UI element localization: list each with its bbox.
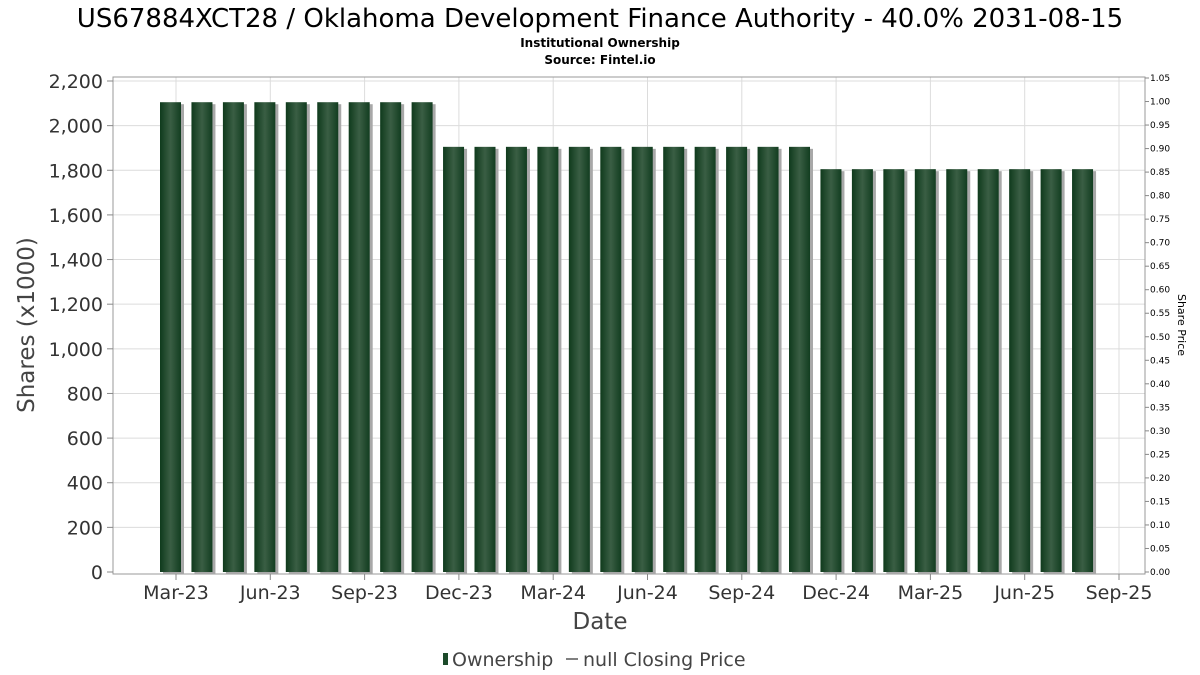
y-tick-label: 1,400	[49, 250, 103, 272]
y2-tick-label: 1.00	[1150, 98, 1170, 108]
y-tick-label: 400	[67, 473, 103, 495]
y2-tick-label: 0.30	[1150, 427, 1170, 437]
legend-ownership-swatch	[443, 653, 448, 665]
y2-tick-label: 0.70	[1150, 239, 1170, 249]
ownership-bar	[757, 146, 779, 573]
ownership-bar	[443, 146, 465, 573]
ownership-bar	[380, 102, 402, 572]
x-tick-label: Sep-24	[708, 582, 775, 604]
x-tick-label: Dec-23	[425, 582, 493, 604]
chart-subtitle-2: Source: Fintel.io	[544, 53, 655, 67]
ownership-bar	[600, 146, 622, 573]
y2-tick-label: 0.90	[1150, 145, 1170, 155]
chart-subtitle-1: Institutional Ownership	[520, 36, 680, 50]
ownership-bar	[317, 102, 339, 572]
ownership-bar	[505, 146, 527, 573]
ownership-bar	[254, 102, 276, 572]
y2-axis-ticks: 0.00 0.05 0.10 0.15 0.20 0.25 0.30 0.35 0.40 0.45…	[1145, 74, 1170, 578]
x-tick-label: Mar-25	[898, 582, 964, 604]
y-tick-label: 200	[67, 517, 103, 539]
ownership-bar	[883, 169, 905, 573]
y2-tick-label: 0.20	[1150, 474, 1170, 484]
y2-tick-label: 0.05	[1150, 544, 1170, 554]
ownership-bar	[663, 146, 685, 573]
ownership-bar	[631, 146, 653, 573]
y2-tick-label: 0.95	[1150, 121, 1170, 131]
y2-tick-label: 0.60	[1150, 286, 1170, 296]
ownership-bar	[222, 102, 244, 572]
y-tick-label: 2,200	[49, 71, 103, 93]
y2-tick-label: 0.85	[1150, 168, 1170, 178]
x-axis-label: Date	[573, 609, 628, 635]
x-axis-ticks: Mar-23 Jun-23 Sep-23 Dec-23 Mar-24 Jun-24 Sep-…	[143, 574, 1152, 604]
y2-tick-label: 0.55	[1150, 309, 1170, 319]
bars	[160, 102, 1097, 575]
y-tick-label: 0	[91, 562, 103, 584]
y2-tick-label: 0.10	[1150, 521, 1170, 531]
legend: Ownership null Closing Price	[443, 649, 746, 671]
ownership-bar	[160, 102, 181, 572]
ownership-bar	[1040, 169, 1062, 573]
y-tick-label: 600	[67, 428, 103, 450]
ownership-bar	[977, 169, 999, 573]
ownership-bar	[914, 169, 936, 573]
ownership-bar	[537, 146, 559, 573]
ownership-bar	[1009, 169, 1031, 573]
y-tick-label: 2,000	[49, 116, 103, 138]
y2-tick-label: 0.75	[1150, 215, 1170, 225]
x-tick-label: Jun-24	[616, 582, 678, 604]
legend-ownership-label: Ownership	[452, 649, 553, 671]
y-tick-label: 1,800	[49, 160, 103, 182]
y-tick-label: 1,600	[49, 205, 103, 227]
x-tick-label: Jun-25	[993, 582, 1055, 604]
y-tick-label: 1,200	[49, 294, 103, 316]
y2-tick-label: 1.05	[1150, 74, 1170, 84]
ownership-bar	[1072, 169, 1094, 573]
ownership-bar	[694, 146, 716, 573]
ownership-bar	[568, 146, 590, 573]
ownership-bar	[285, 102, 307, 572]
ownership-bar	[820, 169, 842, 573]
chart-title: US67884XCT28 / Oklahoma Development Fina…	[77, 4, 1123, 34]
y2-tick-label: 0.25	[1150, 450, 1170, 460]
ownership-bar	[411, 102, 433, 572]
ownership-bar	[474, 146, 496, 573]
ownership-bar	[789, 146, 810, 573]
legend-price-label: null Closing Price	[583, 649, 746, 671]
ownership-bar	[726, 146, 748, 573]
x-tick-label: Dec-24	[802, 582, 870, 604]
y2-tick-label: 0.40	[1150, 380, 1170, 390]
y-axis-label: Shares (x1000)	[14, 237, 40, 413]
ownership-bar	[348, 102, 370, 572]
x-tick-label: Sep-23	[331, 582, 398, 604]
x-tick-label: Sep-25	[1086, 582, 1153, 604]
x-tick-label: Mar-24	[520, 582, 586, 604]
plot-area-frame	[112, 76, 1146, 575]
ownership-bar	[946, 169, 968, 573]
y2-tick-label: 0.15	[1150, 497, 1170, 507]
ownership-bar	[191, 102, 213, 572]
ownership-bar	[851, 169, 873, 573]
y2-tick-label: 0.50	[1150, 333, 1170, 343]
y2-tick-label: 0.00	[1150, 568, 1170, 578]
x-tick-label: Mar-23	[143, 582, 209, 604]
y2-tick-label: 0.80	[1150, 192, 1170, 202]
y2-axis-label: Share Price	[1175, 294, 1188, 356]
y-axis-ticks: 0 200 400 600 800 1,000 1,200 1,400 1,600 1,800 2,…	[49, 71, 113, 584]
y2-tick-label: 0.45	[1150, 356, 1170, 366]
y2-tick-label: 0.65	[1150, 262, 1170, 272]
y2-tick-label: 0.35	[1150, 403, 1170, 413]
y-tick-label: 800	[67, 383, 103, 405]
y-tick-label: 1,000	[49, 339, 103, 361]
x-tick-label: Jun-23	[239, 582, 301, 604]
